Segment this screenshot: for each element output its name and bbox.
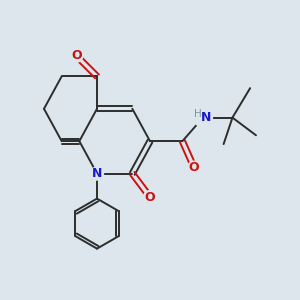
Text: N: N — [92, 167, 102, 180]
Circle shape — [194, 108, 212, 127]
Text: O: O — [145, 190, 155, 204]
Text: H: H — [194, 109, 202, 119]
Text: N: N — [201, 111, 212, 124]
Circle shape — [143, 190, 157, 204]
Circle shape — [188, 161, 201, 174]
Circle shape — [70, 49, 83, 62]
Text: O: O — [71, 49, 82, 62]
Circle shape — [91, 167, 103, 180]
Text: O: O — [189, 161, 200, 174]
